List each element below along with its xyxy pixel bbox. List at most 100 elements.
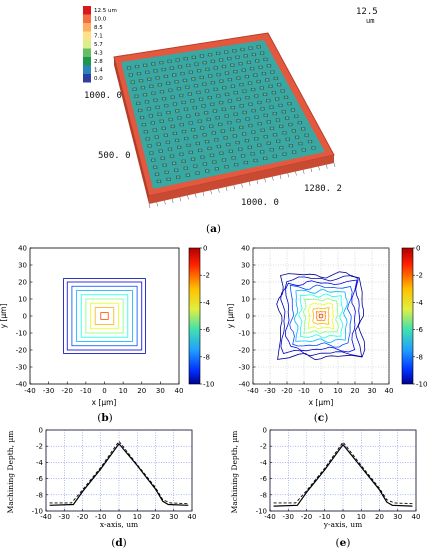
surface-tick [148, 203, 151, 209]
surface-dot-highlight [295, 115, 298, 118]
colorbar-swatch [83, 74, 91, 83]
surface-dot-highlight [215, 138, 218, 141]
caption-e: (e) [336, 537, 351, 549]
x-tick-label: 30 [169, 513, 178, 521]
surface-dot-highlight [165, 104, 168, 107]
y-tick-label: -10 [239, 330, 250, 338]
surface-dot-highlight [270, 148, 273, 151]
surface-dot-highlight [230, 128, 234, 131]
x-tick-label: -20 [301, 513, 312, 521]
surface-dot-highlight [196, 172, 199, 174]
surface-tick [179, 197, 182, 202]
surface-dot-highlight [181, 72, 184, 75]
surface-tick-pad [334, 155, 340, 160]
surface-dot-highlight [228, 78, 232, 81]
panel-e: -40 -30 -20 -10 0 10 20 30 40 0 -2 -4 -6 -8 -10 y-axis… [230, 427, 420, 550]
surface-dot-highlight [251, 88, 255, 91]
surface-dot-highlight [166, 82, 170, 85]
surface-dot-highlight [255, 116, 258, 119]
surface-dot-highlight [186, 86, 189, 89]
surface-dot-highlight [272, 91, 276, 94]
surface-dot-highlight [283, 131, 286, 134]
surface-dot-highlight [231, 85, 235, 88]
surface-dot-highlight [172, 162, 176, 165]
colorbar-tick-label: -10 [203, 381, 214, 389]
y-tick-label: 20 [18, 279, 27, 287]
surface-dot-highlight [241, 154, 245, 157]
y-tick-label: 10 [241, 296, 250, 304]
x-tick-label: 10 [357, 513, 366, 521]
colorbar-swatch [83, 14, 91, 23]
surface-dot-highlight [198, 149, 202, 152]
surface-dot-highlight [259, 66, 262, 69]
colorbar-tick-label: 0.0 [94, 76, 103, 82]
surface-dot-highlight [255, 137, 258, 140]
surface-dot-highlight [232, 157, 235, 159]
surface-dot-highlight [201, 156, 204, 159]
y-tick-label: -30 [239, 364, 250, 372]
surface-dot-highlight [261, 108, 264, 110]
surface-dot-highlight [200, 127, 204, 129]
surface-dot-highlight [222, 159, 226, 161]
surface-dot-highlight [164, 75, 168, 78]
surface-dot-highlight [225, 72, 229, 74]
x-tick-label: -20 [281, 387, 292, 395]
panel-d-ticks: -40 -30 -20 -10 0 10 20 30 40 0 -2 -4 -6 -8 -10 [32, 427, 197, 522]
panel-b: -40 -30 -20 -10 0 10 20 30 40-40-30-20-100102030… [0, 245, 214, 425]
surface-tick [318, 166, 320, 171]
surface-tick [241, 183, 243, 188]
label-top-right-unit: um [366, 17, 374, 25]
surface-dot-highlight [267, 64, 271, 67]
surface-dot-highlight [167, 111, 170, 114]
panel-c-ylabel: y [µm] [226, 304, 235, 329]
surface-dot-highlight [150, 85, 153, 88]
panel-b-contours [63, 278, 146, 354]
surface-dot-highlight [135, 65, 139, 68]
panel-b-axes [29, 247, 180, 385]
surface-dot-highlight [216, 52, 220, 55]
surface-dot-highlight [211, 81, 215, 84]
surface-dot-highlight [213, 110, 217, 112]
surface-dot-highlight [249, 124, 252, 127]
panel-c-contours [276, 271, 366, 361]
surface-dot-highlight [301, 128, 305, 130]
surface-dot-highlight [150, 152, 153, 154]
panel-a-colorbar-ticks: 12.5 um 10.0 8.5 7.1 5.7 4.3 2.8 1.4 0.0 [94, 8, 117, 82]
contour-line [63, 278, 146, 354]
surface-dot-highlight [248, 146, 252, 149]
surface-dot-highlight [163, 164, 166, 167]
surface-dot-highlight [217, 145, 221, 148]
surface-dot-highlight [240, 83, 243, 86]
surface-dot-highlight [273, 155, 277, 158]
surface-dot-highlight [162, 127, 165, 130]
surface-dot-highlight [269, 85, 272, 88]
x-tick-label: -40 [264, 513, 275, 521]
x-tick-label: -20 [62, 387, 73, 395]
surface-dot-highlight [162, 97, 166, 100]
y-tick-label: 30 [241, 262, 250, 270]
x-tick-label: 20 [151, 513, 160, 521]
surface-dot-highlight [271, 71, 274, 73]
surface-dot-highlight [248, 82, 252, 84]
surface-dot-highlight [194, 135, 197, 138]
surface-dot-highlight [187, 115, 190, 118]
surface-dot-highlight [267, 99, 270, 102]
colorbar-tick-label: -10 [416, 381, 427, 389]
contour-line [100, 312, 109, 320]
surface-dot-highlight [143, 64, 147, 67]
surface-dot-highlight [189, 151, 192, 154]
surface-dot-highlight [234, 91, 237, 94]
y-tick-label: 10 [18, 296, 27, 304]
surface-tick-pad [334, 155, 340, 160]
surface-dot-highlight [217, 73, 220, 76]
surface-dot-highlight [191, 128, 195, 131]
colorbar-tick-label: -2 [416, 272, 423, 280]
colorbar-tick-label: -6 [416, 326, 424, 334]
y-tick-label: -30 [16, 364, 27, 372]
surface-dot-highlight [263, 157, 267, 160]
surface-dot-highlight [252, 53, 256, 56]
surface-dot-highlight [302, 149, 305, 151]
surface-tick-pad [334, 155, 340, 160]
surface-dot-highlight [206, 68, 209, 71]
